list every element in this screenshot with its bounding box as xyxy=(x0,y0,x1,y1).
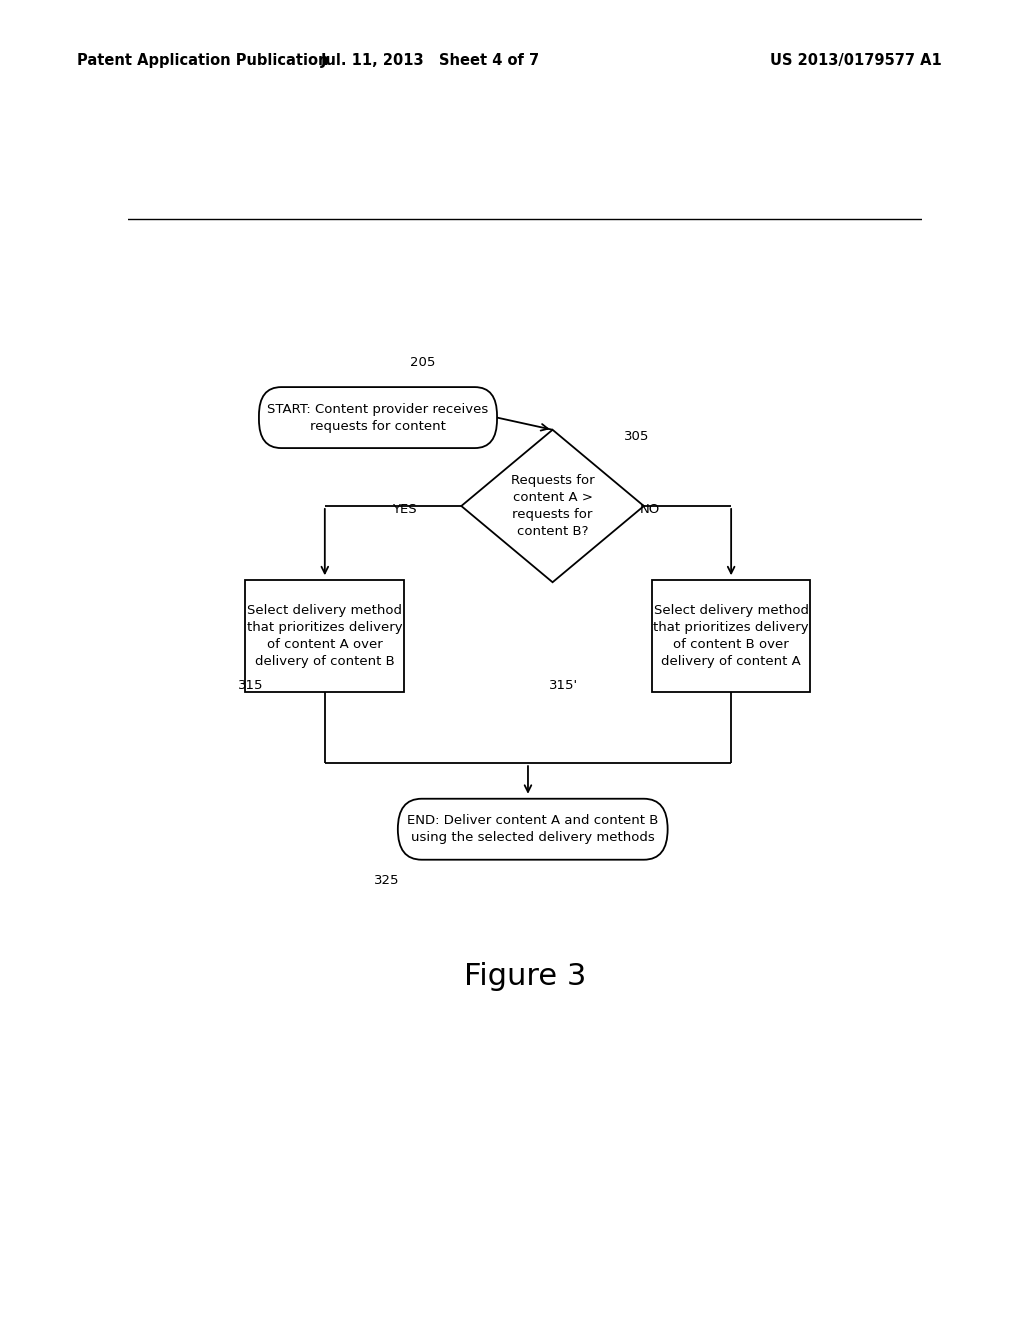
Text: START: Content provider receives
requests for content: START: Content provider receives request… xyxy=(267,403,488,433)
Text: Jul. 11, 2013   Sheet 4 of 7: Jul. 11, 2013 Sheet 4 of 7 xyxy=(321,53,540,69)
Text: 305: 305 xyxy=(624,430,649,444)
Text: US 2013/0179577 A1: US 2013/0179577 A1 xyxy=(770,53,942,69)
Text: 315': 315' xyxy=(549,678,578,692)
Text: Select delivery method
that prioritizes delivery
of content A over
delivery of c: Select delivery method that prioritizes … xyxy=(247,605,402,668)
FancyBboxPatch shape xyxy=(246,581,404,692)
Text: YES: YES xyxy=(392,503,417,516)
Text: END: Deliver content A and content B
using the selected delivery methods: END: Deliver content A and content B usi… xyxy=(408,814,658,845)
Text: Requests for
content A >
requests for
content B?: Requests for content A > requests for co… xyxy=(511,474,594,539)
FancyBboxPatch shape xyxy=(259,387,497,447)
Text: Patent Application Publication: Patent Application Publication xyxy=(77,53,329,69)
Polygon shape xyxy=(462,430,644,582)
FancyBboxPatch shape xyxy=(397,799,668,859)
Text: 205: 205 xyxy=(410,356,435,368)
FancyBboxPatch shape xyxy=(652,581,811,692)
Text: Select delivery method
that prioritizes delivery
of content B over
delivery of c: Select delivery method that prioritizes … xyxy=(653,605,809,668)
Text: 315: 315 xyxy=(238,678,263,692)
Text: 325: 325 xyxy=(374,874,399,887)
Text: Figure 3: Figure 3 xyxy=(464,962,586,991)
Text: NO: NO xyxy=(640,503,660,516)
